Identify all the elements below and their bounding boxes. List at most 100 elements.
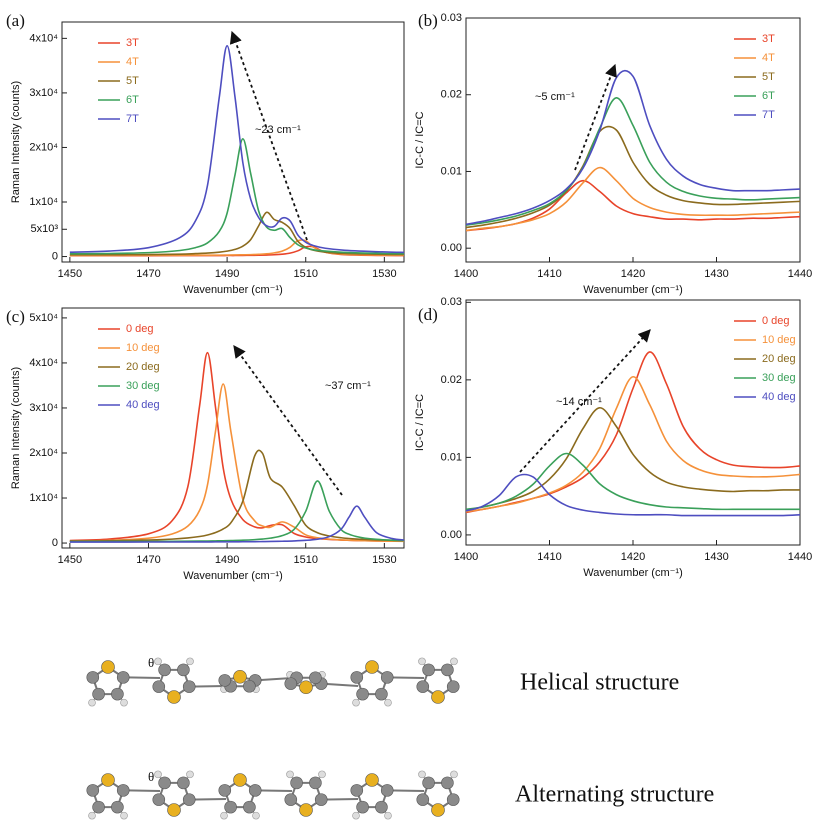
x-tick-label: 1530 <box>372 268 396 280</box>
carbon <box>416 793 430 806</box>
x-tick-label: 1410 <box>537 551 561 563</box>
hydrogen <box>418 770 426 779</box>
y-axis-label: IC-C / IC=C <box>414 111 426 168</box>
structure-label: Helical structure <box>520 670 679 696</box>
sulfur <box>365 660 379 674</box>
hydrogen <box>352 811 360 820</box>
sulfur <box>299 803 313 817</box>
angle-label: θ <box>148 655 154 670</box>
hydrogen <box>286 770 294 779</box>
spectrum-line <box>466 406 800 511</box>
lines <box>466 69 800 232</box>
carbon <box>152 793 166 806</box>
x-axis-label: Wavenumber (cm⁻¹) <box>183 570 283 582</box>
carbon <box>375 687 388 701</box>
spectrum-line <box>69 449 404 542</box>
carbon <box>441 663 454 677</box>
shift-arrow <box>574 63 617 171</box>
spectrum-line <box>466 125 800 229</box>
x-tick-label: 1430 <box>704 551 728 563</box>
spectrum-line <box>69 138 404 255</box>
hydrogen <box>418 657 426 666</box>
carbon <box>218 674 232 687</box>
hydrogen <box>88 698 96 707</box>
legend-label: 5T <box>126 75 139 87</box>
x-tick-label: 1410 <box>537 268 561 280</box>
plot-frame <box>61 21 405 263</box>
carbon <box>158 776 171 790</box>
hydrogen <box>352 698 360 707</box>
sulfur <box>299 680 313 695</box>
carbon <box>111 687 124 701</box>
x-tick-label: 1400 <box>454 551 478 563</box>
panel-label: (d) <box>418 305 438 324</box>
y-tick-label: 2x10⁴ <box>29 141 58 153</box>
hydrogen <box>88 811 96 820</box>
spectrum-line <box>69 211 404 256</box>
legend-label: 7T <box>762 109 775 121</box>
hydrogen <box>384 698 392 707</box>
carbon <box>116 671 130 684</box>
spectrum-line <box>69 44 404 254</box>
carbon <box>290 776 303 790</box>
y-tick-label: 0.00 <box>441 529 462 541</box>
carbon <box>116 784 130 797</box>
y-tick-label: 3x10⁴ <box>29 87 58 99</box>
hydrogen <box>120 811 128 820</box>
carbon <box>224 800 237 814</box>
y-tick-label: 0.01 <box>441 451 462 463</box>
sulfur <box>431 803 445 817</box>
x-tick-label: 1450 <box>58 268 82 280</box>
hydrogen <box>154 770 162 779</box>
carbon <box>356 687 369 701</box>
carbon <box>350 784 364 797</box>
y-tick-label: 1x10⁴ <box>29 196 58 208</box>
legend-label: 3T <box>762 33 775 45</box>
x-tick-label: 1490 <box>215 268 239 280</box>
y-tick-label: 0.03 <box>441 12 462 24</box>
spectrum-line <box>466 452 800 511</box>
y-axis-label: IC-C / IC=C <box>414 394 426 451</box>
sulfur <box>101 773 115 787</box>
x-tick-label: 1490 <box>215 554 239 566</box>
y-tick-label: 5x10⁴ <box>29 312 58 324</box>
carbon <box>248 784 262 797</box>
x-tick-label: 1400 <box>454 268 478 280</box>
y-axis-label: Raman Intensity (counts) <box>10 81 22 203</box>
lines <box>69 44 404 257</box>
sulfur <box>101 660 115 674</box>
x-tick-label: 1440 <box>788 268 812 280</box>
panel-label: (a) <box>6 11 25 30</box>
hydrogen <box>450 770 458 779</box>
hydrogen <box>220 811 228 820</box>
carbon <box>446 793 460 806</box>
y-tick-label: 0.01 <box>441 165 462 177</box>
carbon <box>314 793 328 806</box>
carbon <box>441 776 454 790</box>
hydrogen <box>318 770 326 779</box>
shift-annotation: ~37 cm⁻¹ <box>325 380 371 392</box>
spectrum-line <box>466 166 800 232</box>
carbon <box>356 800 369 814</box>
y-tick-label: 3x10⁴ <box>29 402 58 414</box>
legend-label: 7T <box>126 113 139 125</box>
plot-frame <box>61 307 405 549</box>
sulfur <box>365 773 379 787</box>
spectrum-line <box>466 473 800 517</box>
legend-label: 40 deg <box>126 399 160 411</box>
structure-label: Alternating structure <box>515 782 714 808</box>
shift-annotation: ~5 cm⁻¹ <box>535 91 575 103</box>
lines <box>69 351 404 543</box>
x-tick-label: 1430 <box>704 268 728 280</box>
legend-label: 0 deg <box>126 323 154 335</box>
x-tick-label: 1420 <box>621 268 645 280</box>
sulfur <box>233 773 247 787</box>
legend-label: 10 deg <box>126 342 160 354</box>
carbon <box>380 784 394 797</box>
carbon <box>446 680 460 693</box>
hydrogen <box>450 657 458 666</box>
legend-label: 0 deg <box>762 315 790 327</box>
hydrogen <box>186 657 194 666</box>
y-tick-label: 4x10⁴ <box>29 32 58 44</box>
shift-arrow <box>233 344 343 496</box>
